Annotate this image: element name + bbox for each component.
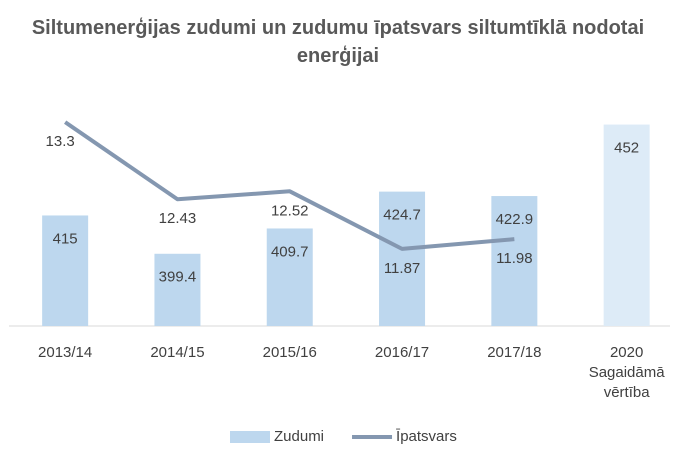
data-label: 13.3 bbox=[46, 133, 75, 150]
x-tick-label: 2013/14 bbox=[38, 344, 93, 361]
data-label: 452 bbox=[614, 140, 639, 157]
data-label: 12.52 bbox=[271, 202, 309, 219]
x-tick-label: 2016/17 bbox=[374, 344, 430, 361]
data-label: 415 bbox=[53, 230, 78, 247]
bar bbox=[491, 196, 538, 326]
legend-label: Īpatsvars bbox=[396, 428, 457, 445]
x-tick-label: 2014/15 bbox=[150, 344, 205, 361]
line bbox=[64, 120, 515, 251]
x-tick-label: 2017/18 bbox=[487, 344, 542, 361]
bar bbox=[42, 215, 89, 326]
data-label: 422.9 bbox=[496, 211, 534, 228]
data-label: 424.7 bbox=[383, 207, 421, 224]
x-tick-label: 2015/16 bbox=[262, 344, 317, 361]
data-label: 12.43 bbox=[159, 210, 197, 227]
data-label: 409.7 bbox=[271, 243, 309, 260]
bar bbox=[266, 228, 313, 326]
data-label: 11.98 bbox=[496, 250, 532, 267]
bar bbox=[379, 191, 426, 326]
chart-title: Siltumenerģijas zudumi un zudumu īpatsva… bbox=[31, 17, 645, 67]
bar bbox=[603, 124, 650, 326]
data-label: 399.4 bbox=[159, 269, 197, 286]
legend-label: Zudumi bbox=[274, 428, 324, 445]
legend-swatch bbox=[230, 431, 270, 443]
bar bbox=[154, 253, 201, 326]
x-tick-label: 2020 Sagaidāmā vērtība bbox=[588, 344, 665, 401]
data-label: 11.87 bbox=[384, 260, 420, 277]
